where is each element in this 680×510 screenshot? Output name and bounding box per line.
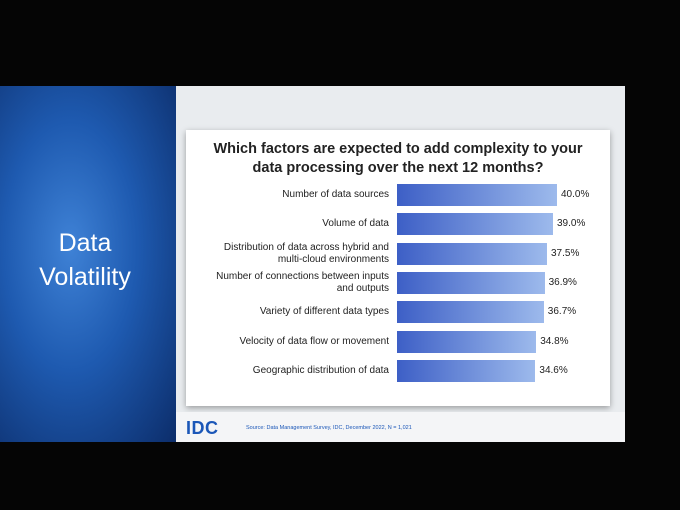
bar: [397, 359, 536, 382]
category-label: Number of data sources: [282, 189, 389, 200]
category-label: Number of connections between inputs and…: [216, 270, 389, 294]
category-label: Distribution of data across hybrid and m…: [223, 241, 389, 265]
bar: [397, 301, 544, 324]
bar: [397, 184, 557, 206]
section-title: Data Volatility: [39, 229, 131, 291]
value-label: 34.6%: [539, 364, 568, 376]
category-label: Velocity of data flow or movement: [239, 335, 389, 347]
value-label: 34.8%: [540, 335, 569, 347]
bar: [397, 330, 537, 353]
slide: Data Volatility Which factors are expect…: [0, 86, 625, 442]
logo: IDC: [186, 418, 219, 438]
value-label: 39.0%: [557, 218, 586, 230]
value-label: 36.7%: [547, 306, 577, 318]
category-label: Variety of different data types: [259, 306, 389, 318]
chart-title: Which factors are expected to add comple…: [213, 141, 583, 176]
side-panel: Data Volatility: [0, 86, 176, 442]
source: Source: Data Management Survey, IDC, Dec…: [246, 425, 412, 431]
bar: [397, 271, 545, 294]
footer: IDC Source: Data Management Survey, IDC,…: [176, 412, 625, 442]
value-label: 36.9%: [548, 276, 577, 288]
bar: [397, 242, 547, 265]
value-label: 37.5%: [551, 247, 580, 259]
category-label: Volume of data: [322, 218, 389, 230]
value-label: 40.0%: [561, 189, 590, 200]
category-label: Geographic distribution of data: [252, 364, 389, 376]
chart-card: Which factors are expected to add comple…: [186, 130, 610, 406]
bar: [397, 213, 553, 236]
